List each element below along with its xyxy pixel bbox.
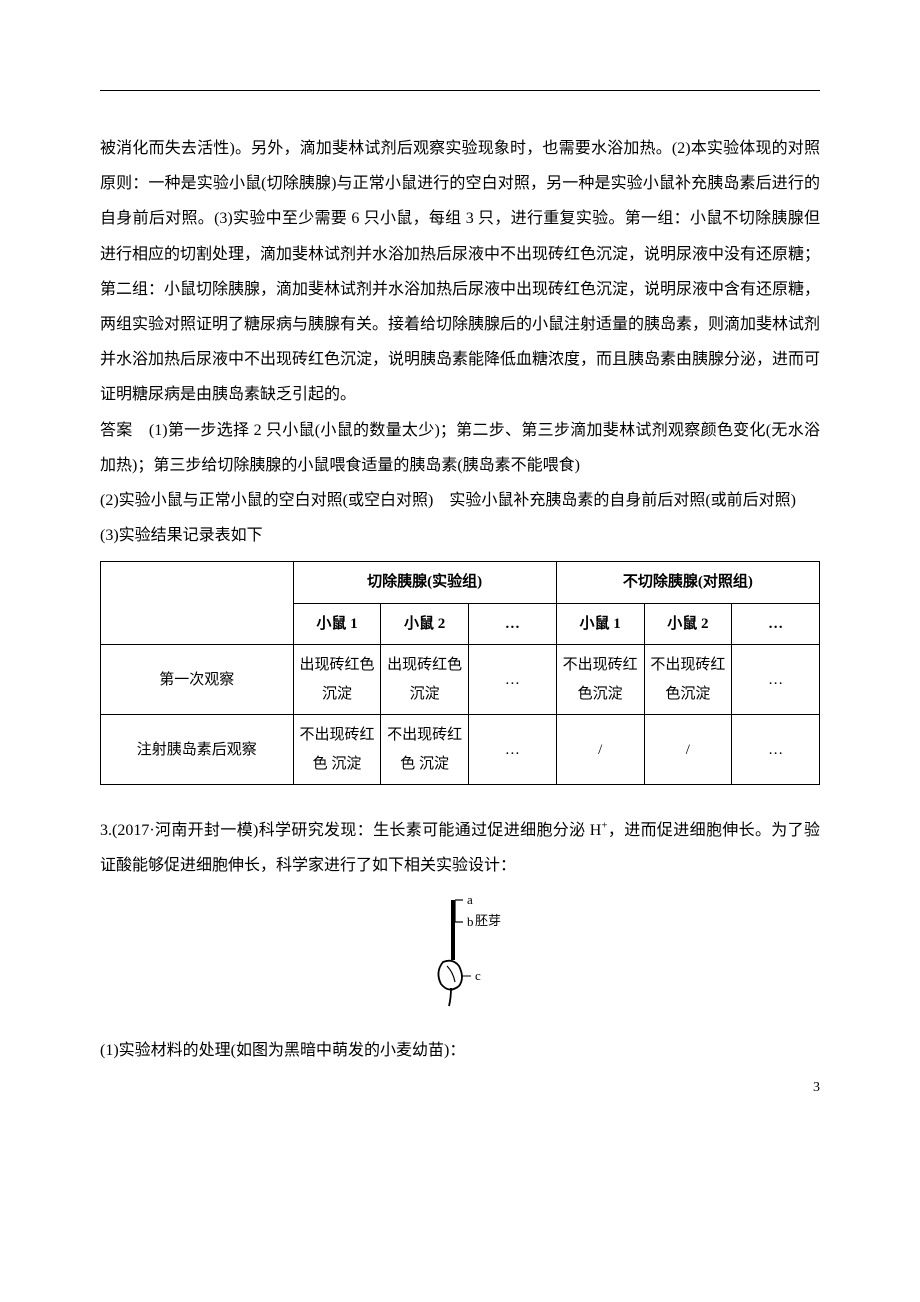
page-number: 3 [813,1073,820,1104]
table-cell: / [556,715,644,785]
paragraph-answer-1: 答案 (1)第一步选择 2 只小鼠(小鼠的数量太少)；第二步、第三步滴加斐林试剂… [100,413,820,483]
table-subhead: 小鼠 2 [381,603,469,645]
table-cell: … [469,645,557,715]
table-cell: / [644,715,732,785]
table-row: 第一次观察 出现砖红色沉淀 出现砖红色 沉淀 … 不出现砖红色沉淀 不出现砖红色… [101,645,820,715]
table-row: 注射胰岛素后观察 不出现砖红色 沉淀 不出现砖红色 沉淀 … / / … [101,715,820,785]
table-cell: … [469,715,557,785]
results-table: 切除胰腺(实验组) 不切除胰腺(对照组) 小鼠 1 小鼠 2 … 小鼠 1 小鼠… [100,561,820,785]
table-head-group-a: 切除胰腺(实验组) [293,562,556,604]
top-rule [100,90,820,91]
table-row: 切除胰腺(实验组) 不切除胰腺(对照组) [101,562,820,604]
table-subhead: 小鼠 1 [293,603,381,645]
table-row-label: 注射胰岛素后观察 [101,715,294,785]
table-cell: … [732,645,820,715]
table-cell: 出现砖红色沉淀 [293,645,381,715]
paragraph-answer-2: (2)实验小鼠与正常小鼠的空白对照(或空白对照) 实验小鼠补充胰岛素的自身前后对… [100,483,820,518]
table-cell: … [732,715,820,785]
fig-label-a: a [467,892,473,907]
table-head-group-b: 不切除胰腺(对照组) [556,562,819,604]
table-corner [101,562,294,645]
table-subhead: … [469,603,557,645]
table-cell: 出现砖红色 沉淀 [381,645,469,715]
fig-label-b: b [467,914,474,929]
q3-text-a: 3.(2017·河南开封一模)科学研究发现：生长素可能通过促进细胞分泌 H [100,822,601,839]
seedling-icon: a b 胚芽 c [405,892,515,1012]
table-cell: 不出现砖红色沉淀 [644,645,732,715]
fig-label-side: 胚芽 [475,913,501,928]
table-cell: 不出现砖红色 沉淀 [293,715,381,785]
paragraph-explanation: 被消化而失去活性)。另外，滴加斐林试剂后观察实验现象时，也需要水浴加热。(2)本… [100,131,820,413]
paragraph-answer-3: (3)实验结果记录表如下 [100,518,820,553]
question-3-sub1: (1)实验材料的处理(如图为黑暗中萌发的小麦幼苗)： [100,1033,820,1068]
table-row-label: 第一次观察 [101,645,294,715]
fig-label-c: c [475,968,481,983]
table-cell: 不出现砖红色 沉淀 [381,715,469,785]
table-subhead: 小鼠 1 [556,603,644,645]
question-3-intro: 3.(2017·河南开封一模)科学研究发现：生长素可能通过促进细胞分泌 H+，进… [100,813,820,883]
table-cell: 不出现砖红色沉淀 [556,645,644,715]
table-subhead: … [732,603,820,645]
seedling-figure: a b 胚芽 c [100,892,820,1025]
table-subhead: 小鼠 2 [644,603,732,645]
